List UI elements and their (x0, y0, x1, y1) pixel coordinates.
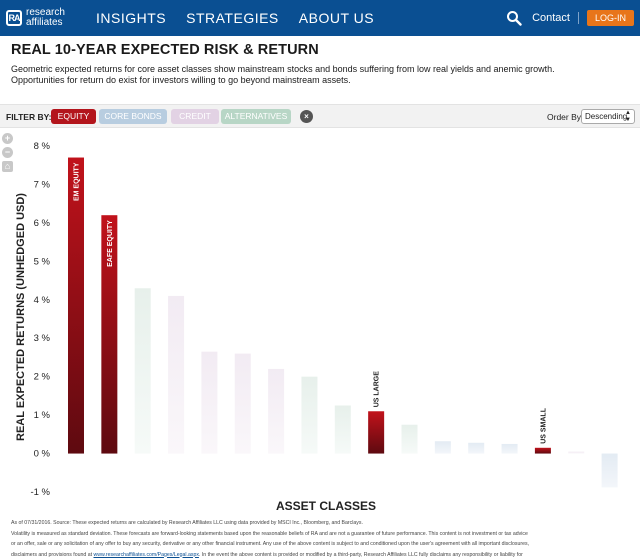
bar-data-label: EM EQUITY (74, 162, 81, 201)
bar-core-bonds[interactable] (502, 444, 518, 454)
legal-link[interactable]: www.researchaffiliates.com/Pages/Legal.a… (93, 552, 198, 558)
bar-us-large[interactable] (368, 411, 384, 453)
y-tick-label: 2 % (34, 372, 51, 383)
y-tick-label: 0 % (34, 449, 51, 460)
bar-data-label: US SMALL (540, 407, 547, 444)
bar-core-bonds[interactable] (435, 441, 451, 453)
y-tick-label: 1 % (34, 410, 51, 421)
bars: EM EQUITY EAFE EQUITY US LARGE US SMALL (68, 158, 618, 488)
bar-alternatives[interactable] (301, 377, 317, 454)
y-tick-label: 7 % (34, 179, 51, 190)
y-tick-label: -1 % (30, 487, 50, 498)
bar-credit[interactable] (268, 369, 284, 454)
bar-core-bonds[interactable] (468, 443, 484, 454)
bar-alternatives[interactable] (135, 288, 151, 453)
bar-us-small[interactable] (535, 448, 551, 454)
bar-alternatives[interactable] (402, 425, 418, 454)
y-tick-label: 8 % (34, 141, 51, 152)
bar-alternatives[interactable] (335, 406, 351, 454)
y-axis: 8 % 7 % 6 % 5 % 4 % 3 % 2 % 1 % 0 % -1 % (30, 141, 50, 498)
bar-credit[interactable] (235, 354, 251, 454)
y-axis-title: REAL EXPECTED RETURNS (UNHEDGED USD) (15, 193, 27, 441)
y-tick-label: 5 % (34, 256, 51, 267)
bar-credit[interactable] (201, 352, 217, 454)
disclaimer-footnote: As of 07/31/2016. Source: These expected… (11, 518, 633, 560)
bar-core-bonds[interactable] (602, 454, 618, 488)
footnote-line-2: Volatility is measured as standard devia… (11, 529, 633, 540)
bar-credit[interactable] (168, 296, 184, 454)
bar-credit[interactable] (568, 452, 584, 454)
footnote-line-1: As of 07/31/2016. Source: These expected… (11, 518, 633, 529)
y-tick-label: 3 % (34, 333, 51, 344)
bar-data-label: EAFE EQUITY (107, 220, 114, 267)
footnote-line-4: disclaimers and provisions found at www.… (11, 550, 633, 560)
bar-data-label: US LARGE (374, 371, 381, 408)
y-tick-label: 4 % (34, 295, 51, 306)
x-axis-title: ASSET CLASSES (276, 499, 376, 513)
y-tick-label: 6 % (34, 218, 51, 229)
footnote-line-3: or an offer, sale or any solicitation of… (11, 539, 633, 550)
